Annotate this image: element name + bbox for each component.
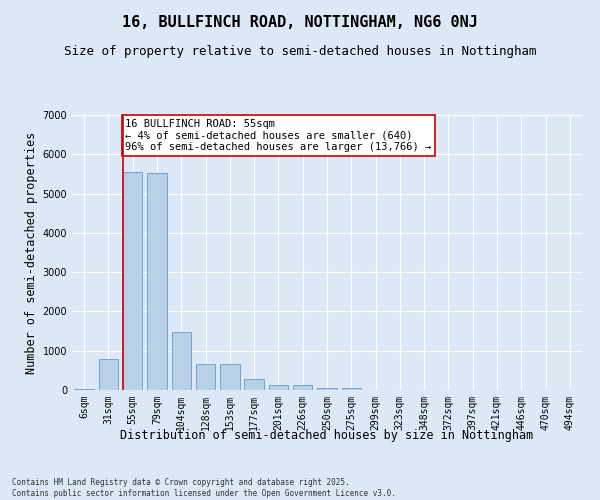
Text: Distribution of semi-detached houses by size in Nottingham: Distribution of semi-detached houses by … <box>121 428 533 442</box>
Bar <box>293 385 313 390</box>
Bar <box>220 364 239 390</box>
Bar <box>99 358 118 390</box>
Bar <box>172 332 191 390</box>
Bar <box>317 388 337 390</box>
Text: Size of property relative to semi-detached houses in Nottingham: Size of property relative to semi-detach… <box>64 45 536 58</box>
Bar <box>196 364 215 390</box>
Bar <box>341 388 361 390</box>
Bar <box>74 389 94 390</box>
Bar <box>244 378 264 390</box>
Text: 16, BULLFINCH ROAD, NOTTINGHAM, NG6 0NJ: 16, BULLFINCH ROAD, NOTTINGHAM, NG6 0NJ <box>122 15 478 30</box>
Bar <box>269 385 288 390</box>
Bar <box>123 172 142 390</box>
Bar <box>147 173 167 390</box>
Y-axis label: Number of semi-detached properties: Number of semi-detached properties <box>25 132 38 374</box>
Text: 16 BULLFINCH ROAD: 55sqm
← 4% of semi-detached houses are smaller (640)
96% of s: 16 BULLFINCH ROAD: 55sqm ← 4% of semi-de… <box>125 119 431 152</box>
Text: Contains HM Land Registry data © Crown copyright and database right 2025.
Contai: Contains HM Land Registry data © Crown c… <box>12 478 396 498</box>
